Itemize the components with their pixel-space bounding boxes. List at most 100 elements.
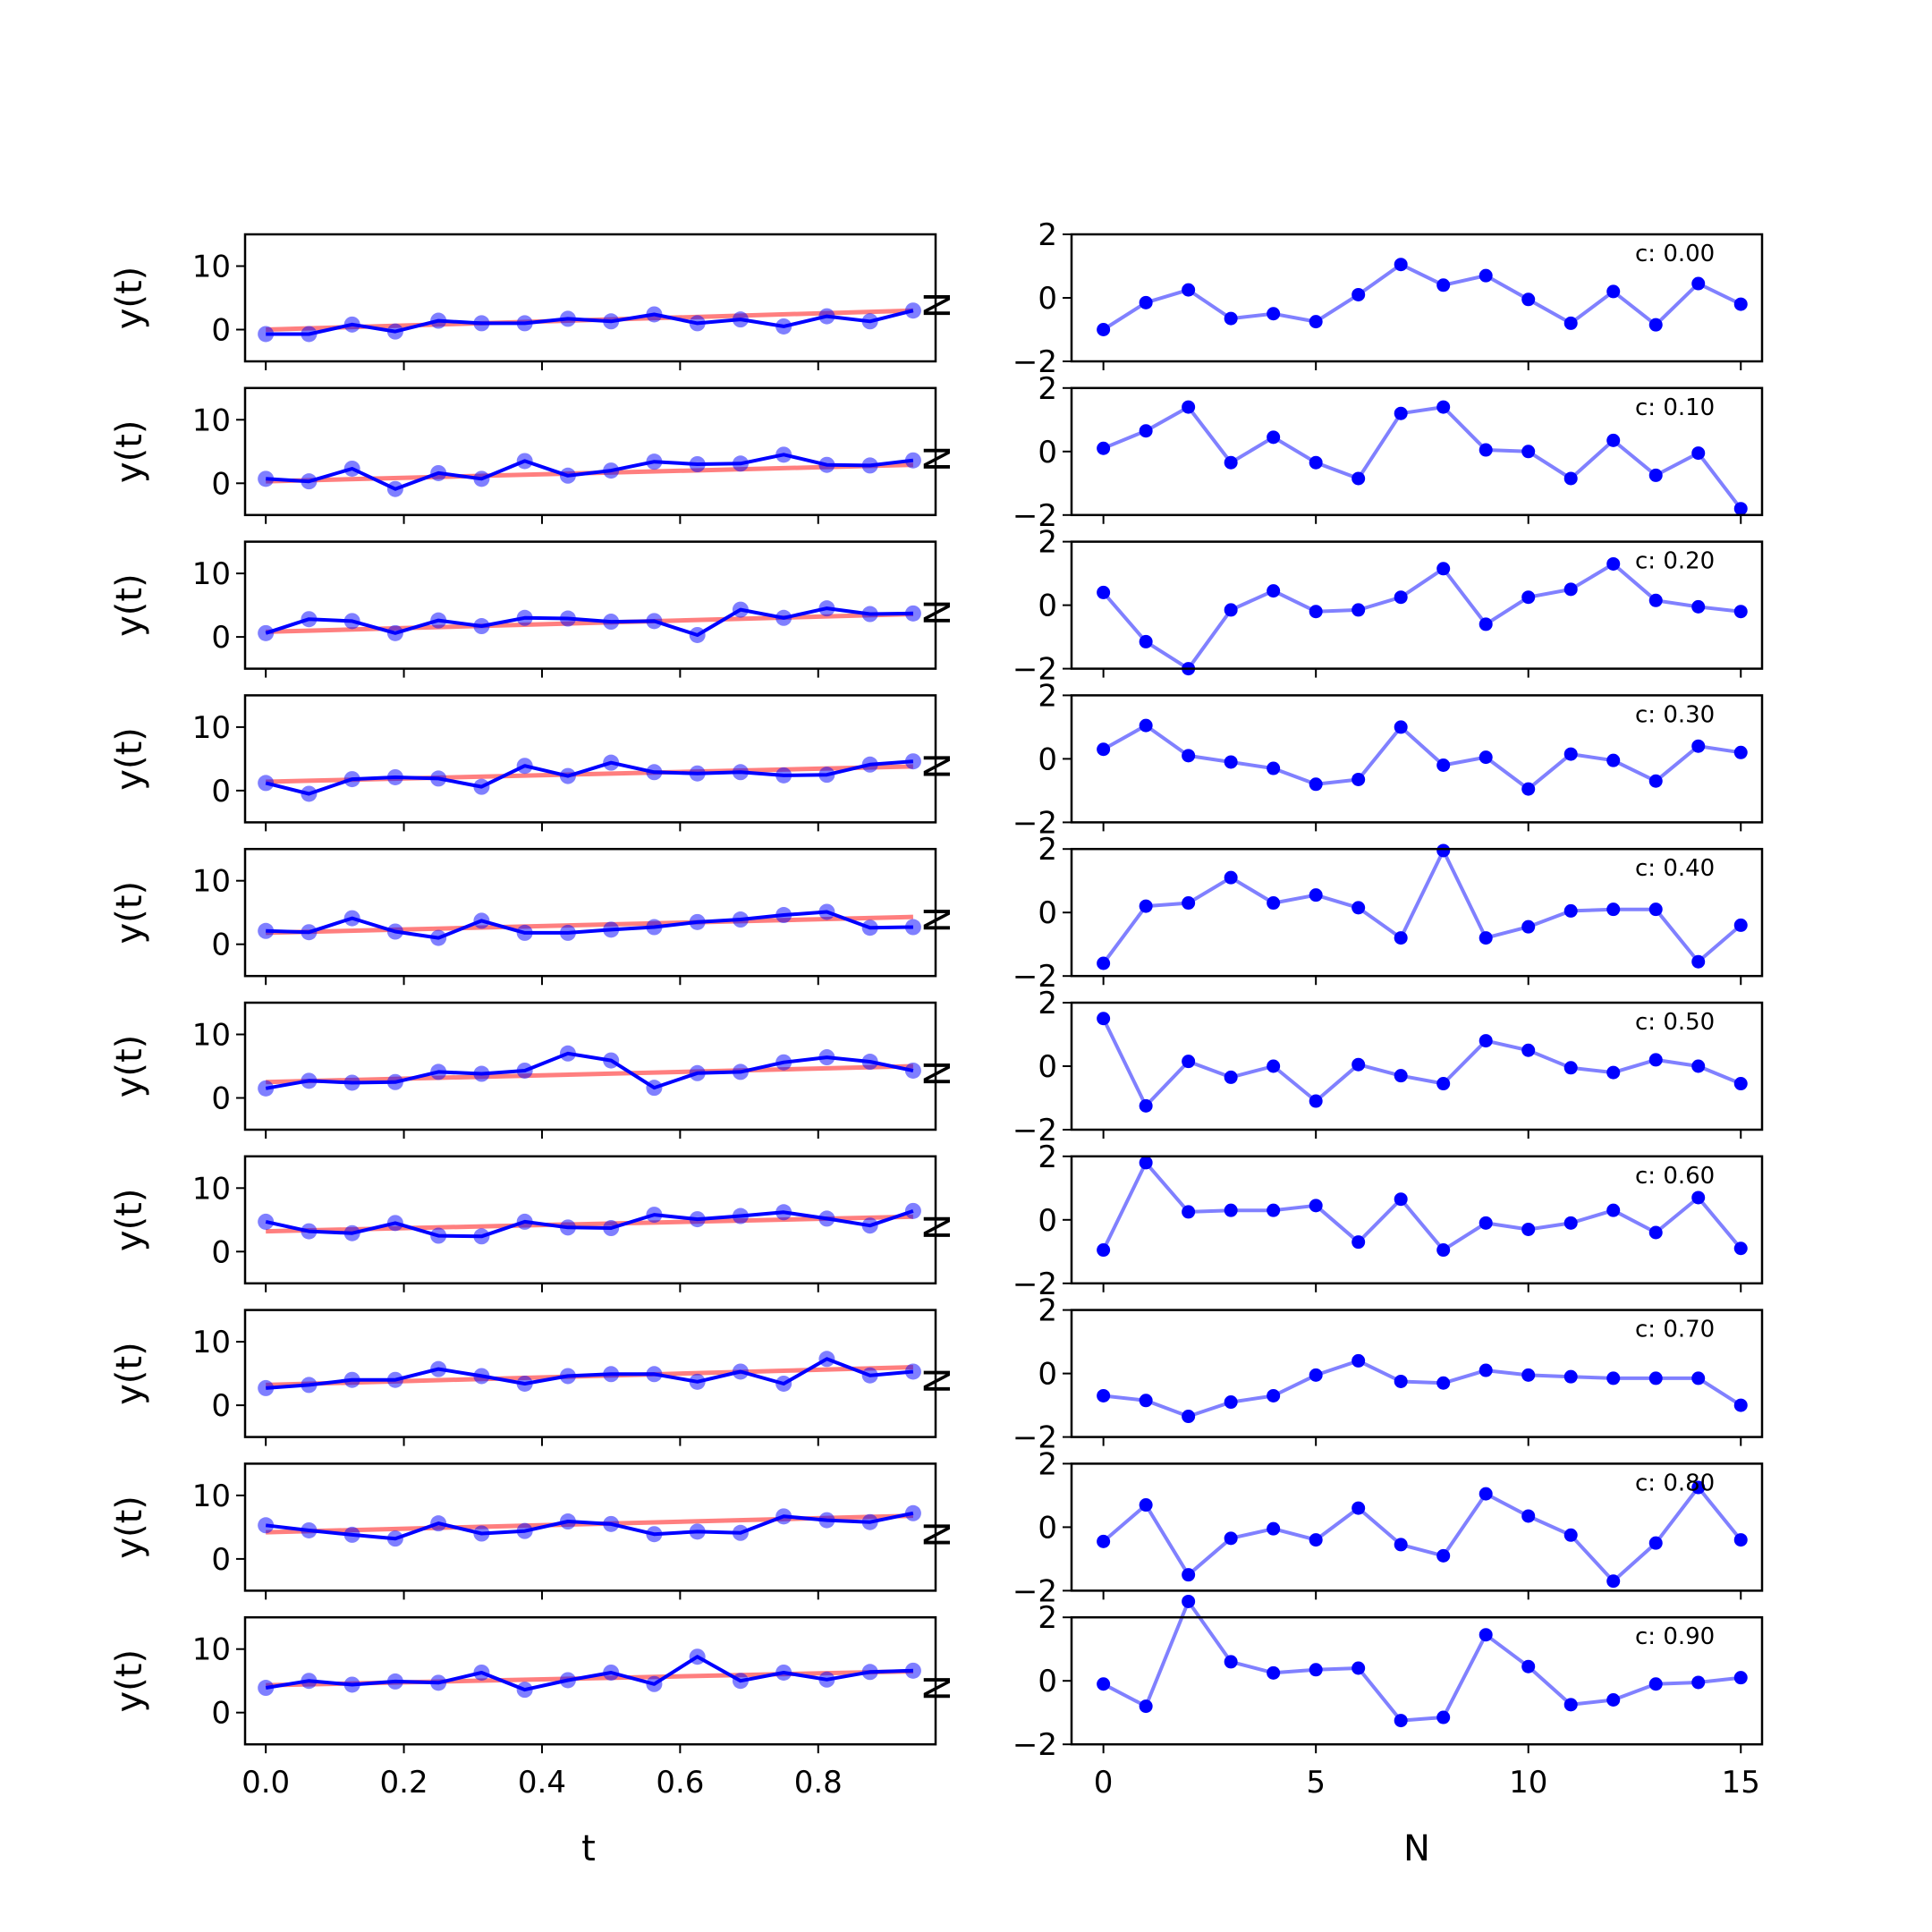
series-line — [266, 309, 914, 336]
plot-frame — [243, 694, 937, 824]
series-line — [1101, 1160, 1742, 1252]
data-point — [1224, 311, 1238, 326]
data-point — [1733, 1533, 1748, 1547]
data-point — [904, 605, 921, 622]
data-point — [1309, 1368, 1323, 1382]
data-point — [1182, 1055, 1196, 1069]
c-annotation: c: 0.40 — [1635, 855, 1715, 882]
right-y-axis-label: N — [918, 1368, 959, 1394]
left-subplot: 0 10 y(t) N — [109, 1462, 959, 1600]
data-point — [1352, 1353, 1366, 1368]
data-point — [1224, 455, 1238, 470]
right-subplot: −2 0 2 c: 0.80 — [1013, 1446, 1764, 1609]
y-tick-label: −2 — [1013, 1573, 1057, 1609]
data-point — [1267, 1665, 1281, 1680]
right-subplot: −2 0 2 0 5 10 15 c: 0.90 — [1013, 1594, 1764, 1801]
c-annotation: c: 0.80 — [1635, 1470, 1715, 1496]
c-annotation: c: 0.30 — [1635, 701, 1715, 728]
y-tick-label: 10 — [192, 1325, 231, 1360]
data-point — [1139, 1699, 1153, 1714]
data-point — [1097, 1243, 1111, 1258]
y-tick-label: 0 — [211, 1234, 231, 1270]
data-point — [904, 919, 921, 936]
right-subplot: −2 0 2 c: 0.40 — [1013, 832, 1764, 995]
x-tick-label: 0.8 — [794, 1765, 843, 1801]
y-tick-label: 0 — [211, 1388, 231, 1424]
c-annotation: c: 0.50 — [1635, 1009, 1715, 1036]
data-point — [1563, 1216, 1578, 1230]
right-x-axis-label: N — [1403, 1828, 1430, 1869]
right-y-axis-label: N — [918, 752, 959, 779]
data-point — [1479, 750, 1493, 765]
data-point — [1606, 556, 1621, 571]
data-point — [1521, 1368, 1536, 1382]
y-tick-label: 0 — [1038, 435, 1057, 470]
data-point — [1648, 1225, 1663, 1240]
data-point — [1097, 956, 1111, 970]
data-point — [1563, 582, 1578, 597]
left-subplot: 0 10 y(t) N — [109, 847, 959, 986]
y-tick-label: 2 — [1038, 217, 1057, 253]
right-subplot: −2 0 2 c: 0.60 — [1013, 1140, 1764, 1302]
data-point — [1182, 749, 1196, 763]
y-tick-label: 0 — [211, 1081, 231, 1117]
c-annotation: c: 0.20 — [1635, 548, 1715, 575]
right-y-axis-label: N — [918, 1521, 959, 1547]
plot-frame — [243, 1001, 937, 1131]
y-tick-label: 2 — [1038, 1600, 1057, 1636]
right-subplot: −2 0 2 c: 0.20 — [1013, 525, 1764, 688]
y-tick-label: 10 — [192, 864, 231, 900]
series-line — [265, 1511, 914, 1541]
data-point — [1097, 323, 1111, 336]
data-point — [1606, 1574, 1621, 1589]
x-tick-label: 0.2 — [380, 1765, 428, 1801]
data-point — [258, 775, 275, 792]
series-line — [265, 1209, 914, 1239]
data-point — [1267, 1203, 1281, 1217]
data-point — [1394, 1538, 1408, 1552]
data-point — [904, 753, 921, 770]
data-point — [1309, 1533, 1323, 1547]
y-tick-label: 10 — [192, 1632, 231, 1668]
data-point — [1733, 1077, 1748, 1091]
data-point — [1436, 1243, 1451, 1258]
plot-frame — [243, 1309, 937, 1438]
data-point — [1394, 590, 1408, 605]
data-point — [1606, 1203, 1621, 1217]
left-subplot: 0 10 y(t) N — [109, 386, 959, 524]
y-tick-label: 0 — [1038, 741, 1057, 777]
y-tick-label: 2 — [1038, 1293, 1057, 1329]
y-tick-label: 0 — [211, 928, 231, 963]
series-line — [266, 1357, 914, 1390]
x-tick-label: 0.0 — [242, 1765, 290, 1801]
data-point — [1352, 1235, 1366, 1250]
y-axis-label: y(t) — [109, 1649, 150, 1713]
plot-frame — [243, 847, 937, 978]
data-point — [1182, 1410, 1196, 1424]
data-point — [1097, 742, 1111, 757]
data-point — [258, 922, 275, 939]
y-axis-label: y(t) — [109, 727, 150, 791]
left-panels: 0 10 y(t) N 0 10 y(t) N 0 10 y(t) N 0 10 y(t) N 0 10 y(t) N… — [109, 233, 959, 1801]
data-point — [1352, 1057, 1366, 1072]
data-point — [1352, 1661, 1366, 1675]
data-point — [1139, 295, 1153, 309]
data-point — [1563, 316, 1578, 330]
right-subplot: −2 0 2 c: 0.50 — [1013, 986, 1764, 1148]
y-tick-label: −2 — [1013, 1727, 1057, 1763]
data-point — [1733, 605, 1748, 619]
data-point — [1224, 1395, 1238, 1410]
data-point — [1733, 1671, 1748, 1685]
data-point — [1097, 585, 1111, 599]
data-point — [1691, 599, 1706, 614]
data-point — [904, 1202, 921, 1219]
right-y-axis-label: N — [918, 1674, 959, 1701]
data-point — [1139, 1498, 1153, 1513]
data-point — [1182, 283, 1196, 297]
data-point — [1479, 268, 1493, 283]
data-point — [1521, 445, 1536, 459]
data-point — [1691, 1480, 1706, 1495]
data-point — [1521, 1659, 1536, 1674]
data-point — [1606, 433, 1621, 447]
left-subplot: 0 10 y(t) N — [109, 1155, 959, 1292]
